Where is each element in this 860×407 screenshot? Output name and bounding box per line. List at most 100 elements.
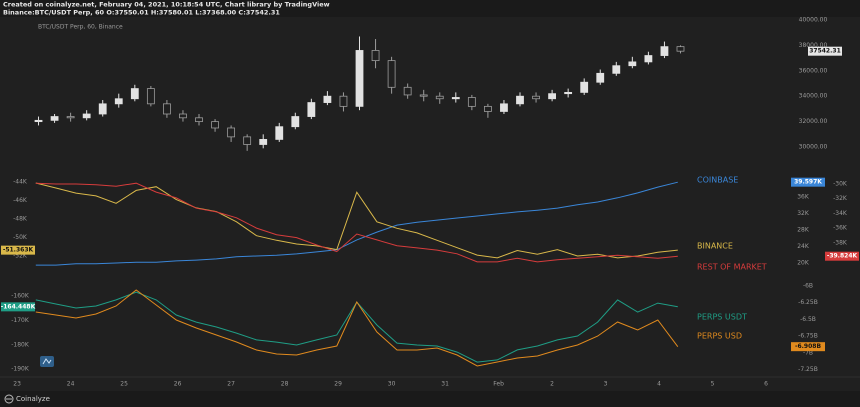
candle-body — [644, 55, 653, 63]
candle-body — [612, 65, 621, 74]
series-line — [35, 181, 678, 266]
x-tick-label: 5 — [711, 381, 715, 388]
candle-body — [323, 95, 332, 103]
candle-body — [403, 86, 412, 96]
value-tag-label: 39.597K — [794, 179, 822, 186]
x-tick-label: 23 — [13, 381, 21, 388]
value-tag — [1, 302, 35, 312]
x-tick-label: 30 — [388, 381, 396, 388]
value-tag — [791, 342, 825, 352]
x-tick-label: Feb — [493, 381, 504, 388]
value-tag — [791, 177, 825, 187]
y-tick-label: -46K — [13, 197, 28, 204]
x-tick-label: 27 — [227, 381, 235, 388]
candle-body — [339, 95, 348, 107]
y-tick-label: -7B — [803, 349, 813, 356]
header-line: Binance:BTC/USDT Perp, 60 O:37550.01 H:3… — [3, 9, 280, 17]
y-tick-label: 38000.00 — [799, 42, 828, 49]
y-tick-label: -180K — [11, 341, 30, 348]
x-tick-label: 2 — [550, 381, 554, 388]
y-tick-label: 36000.00 — [799, 67, 828, 74]
candle-body — [163, 103, 171, 115]
y-tick-label: 28K — [797, 227, 810, 234]
y-tick-label: -50K — [13, 234, 28, 241]
candle-body — [596, 72, 605, 83]
series-line — [35, 289, 679, 367]
value-tag-label: -164.448K — [1, 303, 36, 310]
value-tag-label: -51.363K — [3, 247, 34, 254]
candle-body — [532, 95, 540, 100]
candle-body — [516, 95, 524, 105]
legend-label: PERPS USDT — [697, 313, 747, 322]
y-tick-label: -32K — [833, 195, 848, 202]
x-tick-label: 26 — [174, 381, 182, 388]
header-bar — [0, 0, 860, 17]
x-tick-label: 6 — [764, 381, 768, 388]
y-tick-label: -52K — [13, 253, 28, 260]
footer-logo — [4, 394, 14, 404]
candle-body — [387, 60, 396, 88]
x-tick-label: 3 — [604, 381, 608, 388]
candle-body — [227, 127, 236, 138]
y-tick-label: 30000.00 — [799, 144, 828, 151]
footer-brand: Coinalyze — [16, 395, 50, 403]
y-tick-label: -160K — [11, 293, 30, 300]
y-tick-label: 32000.00 — [799, 118, 828, 125]
y-tick-label: -48K — [13, 216, 28, 223]
candle-body — [291, 116, 300, 128]
candle-body — [467, 97, 476, 107]
value-tag-label: -6.908B — [795, 343, 821, 350]
y-tick-label: 34000.00 — [799, 93, 828, 100]
y-tick-label: -34K — [833, 210, 848, 217]
y-tick-label: -36K — [833, 225, 848, 232]
y-tick-label: -6B — [803, 283, 813, 290]
legend-label: COINBASE — [697, 176, 738, 185]
candle-body — [82, 113, 91, 119]
candle-body — [307, 102, 316, 117]
value-tag — [825, 251, 859, 261]
candle-body — [580, 81, 589, 93]
value-tag-label: -39.824K — [827, 253, 858, 260]
candle-body — [628, 61, 637, 67]
footer-bar — [0, 391, 860, 407]
y-tick-label: -38K — [833, 239, 848, 246]
candle-body — [34, 119, 43, 123]
candle-body — [259, 139, 268, 145]
y-tick-label: -190K — [11, 366, 30, 373]
y-tick-label: 36K — [797, 194, 810, 201]
x-tick-label: 25 — [120, 381, 128, 388]
candle-body — [211, 121, 219, 129]
value-tag-label: 37542.31 — [809, 48, 841, 55]
candle-body — [275, 126, 284, 140]
y-tick-label: -30K — [833, 180, 848, 187]
y-tick-label: -44K — [13, 179, 28, 186]
x-tick-label: 24 — [67, 381, 75, 388]
candle-body — [179, 113, 187, 119]
value-tag — [1, 245, 35, 255]
legend-label: PERPS USD — [697, 332, 742, 341]
y-tick-label: 24K — [797, 243, 810, 250]
candle-body — [564, 91, 573, 95]
candle-body — [243, 136, 252, 145]
candle-body — [371, 50, 380, 62]
pane-title: BTC/USDT Perp, 60, Binance — [38, 24, 123, 31]
candle-body — [676, 46, 685, 52]
y-tick-label: -7.25B — [798, 366, 818, 373]
tv-logo — [40, 356, 54, 367]
candle-body — [50, 116, 59, 121]
y-tick-label: 32K — [797, 210, 810, 217]
x-tick-label: 28 — [281, 381, 289, 388]
candle-body — [419, 94, 428, 97]
header-line: Created on coinalyze.net, February 04, 2… — [3, 1, 330, 9]
candle-body — [451, 97, 460, 100]
candle-body — [195, 117, 203, 123]
y-tick-label: 40000.00 — [799, 16, 828, 23]
series-line — [35, 182, 678, 263]
candle-body — [435, 95, 444, 100]
y-tick-label: -6.5B — [800, 316, 816, 323]
value-tag — [808, 46, 842, 56]
candle-body — [500, 103, 508, 112]
candle-body — [355, 50, 364, 107]
